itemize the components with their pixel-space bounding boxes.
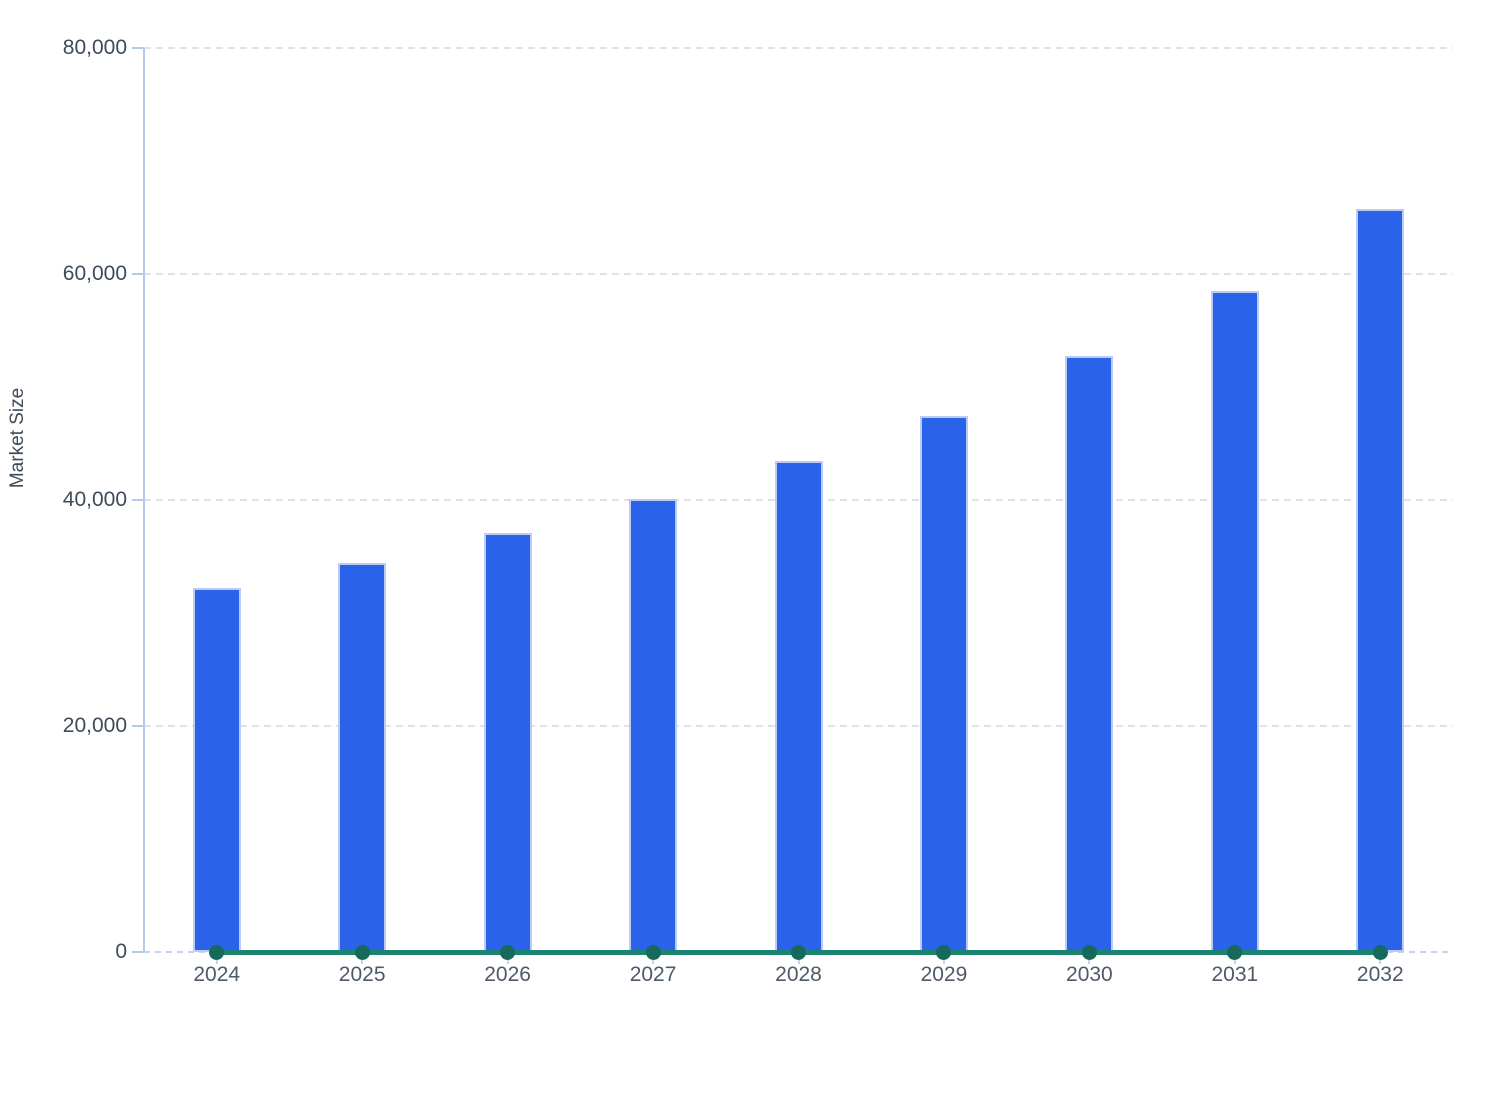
x-tick-label: 2028 <box>775 963 822 986</box>
x-tick-label: 2024 <box>193 963 241 986</box>
x-tick-label: 2025 <box>338 963 386 986</box>
bar-2030[interactable] <box>1065 356 1114 952</box>
x-tick-label: 2032 <box>1356 963 1404 986</box>
y-axis-tick <box>132 951 144 953</box>
zero-baseline-marker[interactable] <box>1081 944 1097 960</box>
y-axis-tick <box>132 724 144 727</box>
y-tick-label: 0 <box>115 940 127 963</box>
x-tick-label: 2026 <box>484 963 531 986</box>
x-tick-label: 2027 <box>629 963 677 986</box>
bar-2031[interactable] <box>1210 290 1259 952</box>
bar-2032[interactable] <box>1356 209 1405 952</box>
bar-2024[interactable] <box>192 587 241 952</box>
bar-2025[interactable] <box>338 563 387 952</box>
gridline <box>144 46 1453 49</box>
x-tick-label: 2029 <box>920 963 968 986</box>
y-axis-tick <box>132 272 144 275</box>
y-axis-title: Market Size <box>7 387 28 489</box>
zero-baseline-marker[interactable] <box>1372 944 1388 960</box>
y-tick-label: 60,000 <box>62 261 127 285</box>
x-tick-label: 2030 <box>1066 963 1113 986</box>
y-tick-label: 40,000 <box>62 487 127 511</box>
bar-2029[interactable] <box>919 416 968 952</box>
bar-2026[interactable] <box>483 532 532 952</box>
zero-baseline-marker[interactable] <box>500 944 516 960</box>
y-axis-tick <box>132 498 144 501</box>
zero-baseline-marker[interactable] <box>936 944 952 960</box>
gridline <box>144 272 1453 275</box>
zero-baseline-marker[interactable] <box>209 944 225 960</box>
y-axis-tick <box>132 46 144 49</box>
bar-2028[interactable] <box>774 461 823 952</box>
zero-baseline-marker[interactable] <box>1227 944 1243 960</box>
y-axis-line <box>143 47 145 952</box>
bar-2027[interactable] <box>629 498 678 952</box>
zero-baseline-marker[interactable] <box>791 944 806 960</box>
y-tick-label: 20,000 <box>62 713 127 737</box>
zero-baseline-marker[interactable] <box>354 944 370 960</box>
x-tick-label: 2031 <box>1211 963 1259 986</box>
zero-baseline-marker[interactable] <box>645 944 661 960</box>
y-tick-label: 80,000 <box>62 35 127 59</box>
